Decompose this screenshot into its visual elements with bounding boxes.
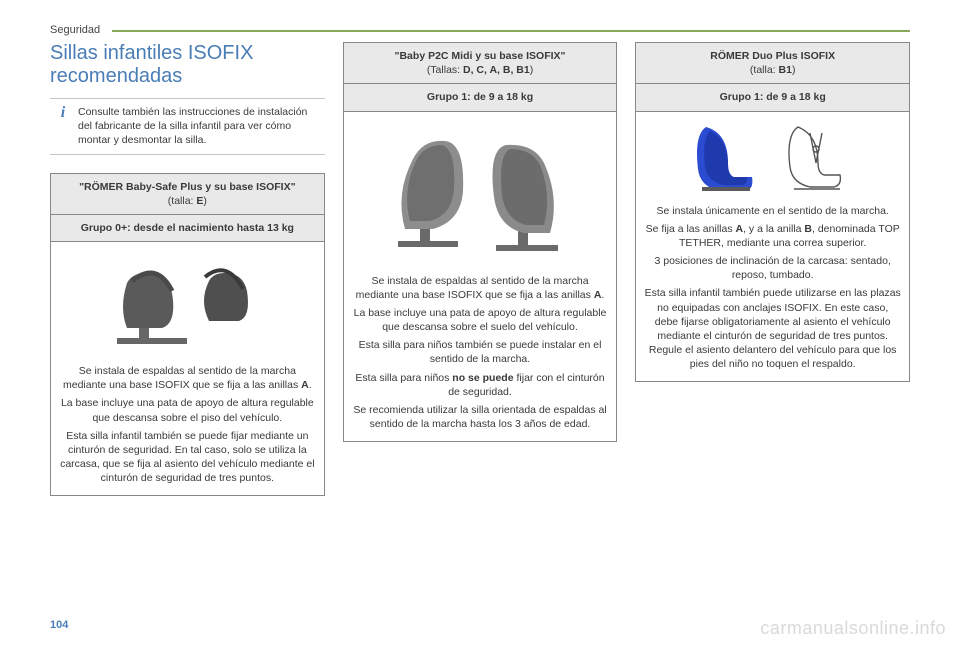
col-1: Sillas infantiles ISOFIX recomendadas i … (50, 42, 325, 496)
seat-2-size: (talla: B1) (644, 63, 901, 77)
seat-2-image (644, 118, 901, 198)
col-3: RÖMER Duo Plus ISOFIX (talla: B1) Grupo … (635, 42, 910, 496)
seat-2-group: Grupo 1: de 9 a 18 kg (636, 84, 910, 111)
seat-0-body: Se instala de espaldas al sentido de la … (51, 242, 325, 496)
toddler-pair-seats-icon (380, 123, 580, 263)
forward-seat-blue-icon (688, 119, 858, 197)
seat-2-body: Se instala únicamente en el sentido de l… (636, 111, 910, 382)
seat-2-header: RÖMER Duo Plus ISOFIX (talla: B1) (636, 43, 910, 84)
seat-2-desc: Se instala únicamente en el sentido de l… (644, 204, 901, 372)
seat-2-name: RÖMER Duo Plus ISOFIX (710, 50, 835, 62)
header-row: Seguridad (50, 24, 910, 36)
seat-0-name: "RÖMER Baby-Safe Plus y su base ISOFIX" (79, 181, 296, 193)
seat-0-header: "RÖMER Baby-Safe Plus y su base ISOFIX" … (51, 173, 325, 214)
seat-1-header: "Baby P2C Midi y su base ISOFIX" (Tallas… (343, 43, 617, 84)
seat-1-group: Grupo 1: de 9 a 18 kg (343, 84, 617, 111)
col-2: "Baby P2C Midi y su base ISOFIX" (Tallas… (343, 42, 618, 496)
seat-0-image (59, 248, 316, 358)
seat-0-size: (talla: E) (59, 194, 316, 208)
seat-1-image (352, 118, 609, 268)
header-rule (112, 30, 910, 32)
info-text: Consulte también las instrucciones de in… (78, 105, 321, 148)
infant-base-seat-icon (107, 253, 267, 353)
seat-card-2: RÖMER Duo Plus ISOFIX (talla: B1) Grupo … (635, 42, 910, 382)
seat-1-size: (Tallas: D, C, A, B, B1) (352, 63, 609, 77)
page-number: 104 (50, 619, 68, 631)
page-title: Sillas infantiles ISOFIX recomendadas (50, 42, 325, 88)
seat-1-body: Se instala de espaldas al sentido de la … (343, 111, 617, 442)
seat-0-group: Grupo 0+: desde el nacimiento hasta 13 k… (51, 214, 325, 241)
columns: Sillas infantiles ISOFIX recomendadas i … (50, 42, 910, 496)
seat-1-desc: Se instala de espaldas al sentido de la … (352, 274, 609, 432)
page: Seguridad Sillas infantiles ISOFIX recom… (0, 0, 960, 649)
seat-card-0: "RÖMER Baby-Safe Plus y su base ISOFIX" … (50, 173, 325, 497)
seat-1-name: "Baby P2C Midi y su base ISOFIX" (395, 50, 566, 62)
seat-0-desc: Se instala de espaldas al sentido de la … (59, 364, 316, 485)
watermark: carmanualsonline.info (760, 618, 946, 639)
info-icon: i (54, 104, 72, 122)
info-note: i Consulte también las instrucciones de … (50, 98, 325, 155)
seat-card-1: "Baby P2C Midi y su base ISOFIX" (Tallas… (343, 42, 618, 442)
section-label: Seguridad (50, 24, 100, 36)
